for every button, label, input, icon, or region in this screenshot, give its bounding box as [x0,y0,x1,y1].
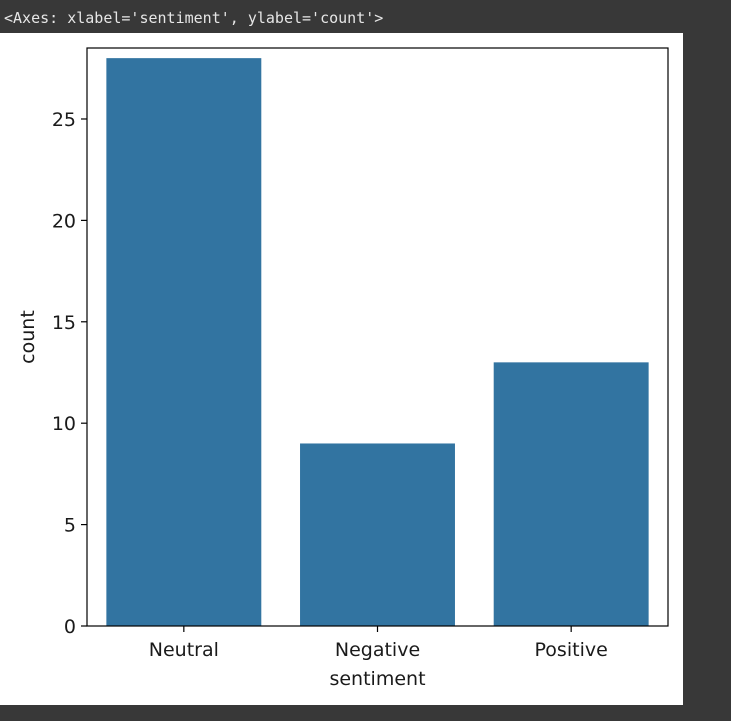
x-tick-label: Neutral [149,639,219,661]
y-axis-ticks: 0 5 10 15 20 25 [52,109,87,638]
x-tick-label: Positive [535,639,608,661]
y-tick-label: 5 [64,515,76,537]
y-tick-label: 15 [52,312,76,334]
bar-negative [300,443,455,626]
x-tick-label: Negative [335,639,420,661]
y-tick-label: 10 [52,413,76,435]
y-tick-label: 20 [52,210,76,232]
bar-positive [493,362,649,626]
y-tick-label: 25 [52,109,76,131]
bar-group [106,58,649,626]
y-tick-label: 0 [64,616,76,638]
cell-output-text: <Axes: xlabel='sentiment', ylabel='count… [4,9,384,27]
chart-figure: 0 5 10 15 20 25 Neutral Negative Positive senti… [0,33,683,705]
bar-chart: 0 5 10 15 20 25 Neutral Negative Positive senti… [17,47,669,690]
x-axis-label: sentiment [329,668,425,690]
bar-neutral [106,58,262,626]
x-axis-ticks: Neutral Negative Positive [149,626,608,661]
y-axis-label: count [17,310,39,364]
axes-frame [86,47,669,627]
